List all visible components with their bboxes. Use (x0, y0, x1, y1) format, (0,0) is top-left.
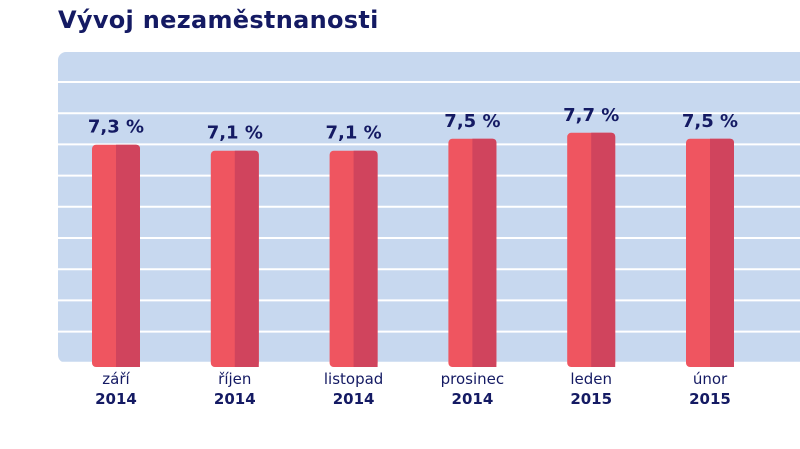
bar-value-label: 7,7 % (563, 105, 619, 126)
category-label-month: prosinec (441, 370, 505, 388)
category-label-year: 2015 (570, 390, 612, 408)
bar-value-label: 7,5 % (444, 111, 500, 132)
bar-value-label: 7,1 % (325, 123, 381, 144)
category-label-month: únor (693, 370, 728, 388)
category-labels: září 2014 říjen 2014 listopad 2014 prosinec 201… (95, 370, 731, 408)
bar-value-label: 7,1 % (207, 123, 263, 144)
category-label-month: září (102, 370, 130, 388)
category-label-year: 2014 (214, 390, 256, 408)
bar (448, 138, 497, 367)
category-label-year: 2014 (95, 390, 137, 408)
category-label-year: 2015 (689, 390, 731, 408)
bar-value-label: 7,3 % (88, 117, 144, 138)
bar-right-half (353, 150, 378, 367)
category-label-year: 2014 (333, 390, 375, 408)
value-labels: 7,3 % 7,1 % 7,1 % 7,5 % 7,7 % 7,5 % (88, 105, 738, 144)
bar-right-half (116, 144, 140, 367)
category-label-month: leden (570, 370, 612, 388)
bar-value-label: 7,5 % (682, 111, 738, 132)
chart-title: Vývoj nezaměstnanosti (58, 6, 379, 34)
category-label-year: 2014 (452, 390, 494, 408)
bar-right-half (234, 150, 259, 367)
bar-right-half (472, 138, 497, 367)
bars (92, 132, 734, 367)
bar (686, 138, 734, 367)
bar (210, 150, 259, 367)
bar-right-half (591, 132, 616, 367)
bar (92, 144, 140, 367)
category-label-month: říjen (218, 370, 251, 388)
bar (329, 150, 378, 367)
bar-right-half (710, 138, 734, 367)
category-label-month: listopad (324, 370, 383, 388)
bar (567, 132, 616, 367)
